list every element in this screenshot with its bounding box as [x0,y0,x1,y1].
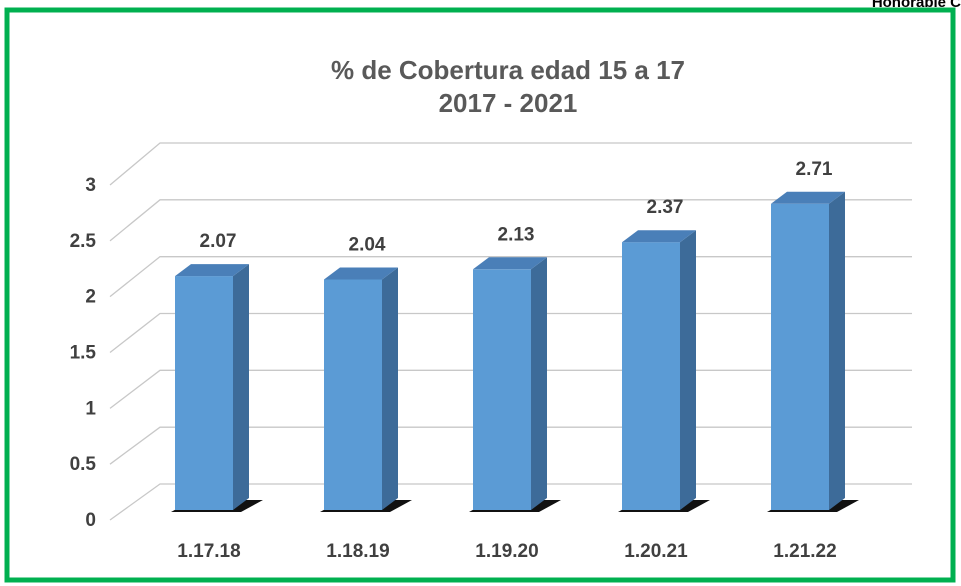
bar [771,203,829,510]
bar [175,276,233,510]
bar-side [829,191,845,510]
bar-side [531,257,547,510]
bar-side [233,264,249,510]
bar-top [771,191,845,204]
x-tick-label: 1.18.19 [326,541,389,562]
y-tick-label: 0.5 [70,454,97,475]
x-tick-label: 1.19.20 [475,541,538,562]
chart-title: % de Cobertura edad 15 a 17 [331,55,685,85]
y-tick-label: 0 [85,510,96,531]
data-label: 2.07 [200,231,237,252]
annotation: Honorable C [872,0,961,11]
bar-side [680,230,696,510]
bar [324,279,382,510]
x-tick-label: 1.17.18 [177,541,240,562]
frame [4,7,956,583]
grid-line [109,142,912,186]
data-label: 2.04 [349,234,386,255]
x-tick-label: 1.21.22 [773,541,836,562]
bar-top [473,257,547,270]
y-tick-label: 1 [85,398,96,419]
data-label: 2.71 [796,159,833,180]
bar-top [622,230,696,243]
x-tick-label: 1.20.21 [624,541,688,562]
grid-line [109,199,912,242]
y-tick-label: 2.5 [70,231,97,252]
y-tick-label: 1.5 [70,343,97,364]
bar-top [175,264,249,277]
y-tick-label: 2 [85,287,96,308]
data-label: 2.37 [647,197,684,218]
data-label: 2.13 [498,224,535,245]
bar [622,242,680,510]
bar-top [324,267,398,280]
y-tick-label: 3 [85,175,96,196]
bar-side [382,267,398,510]
chart-subtitle: 2017 - 2021 [439,88,578,118]
bar [473,269,531,510]
